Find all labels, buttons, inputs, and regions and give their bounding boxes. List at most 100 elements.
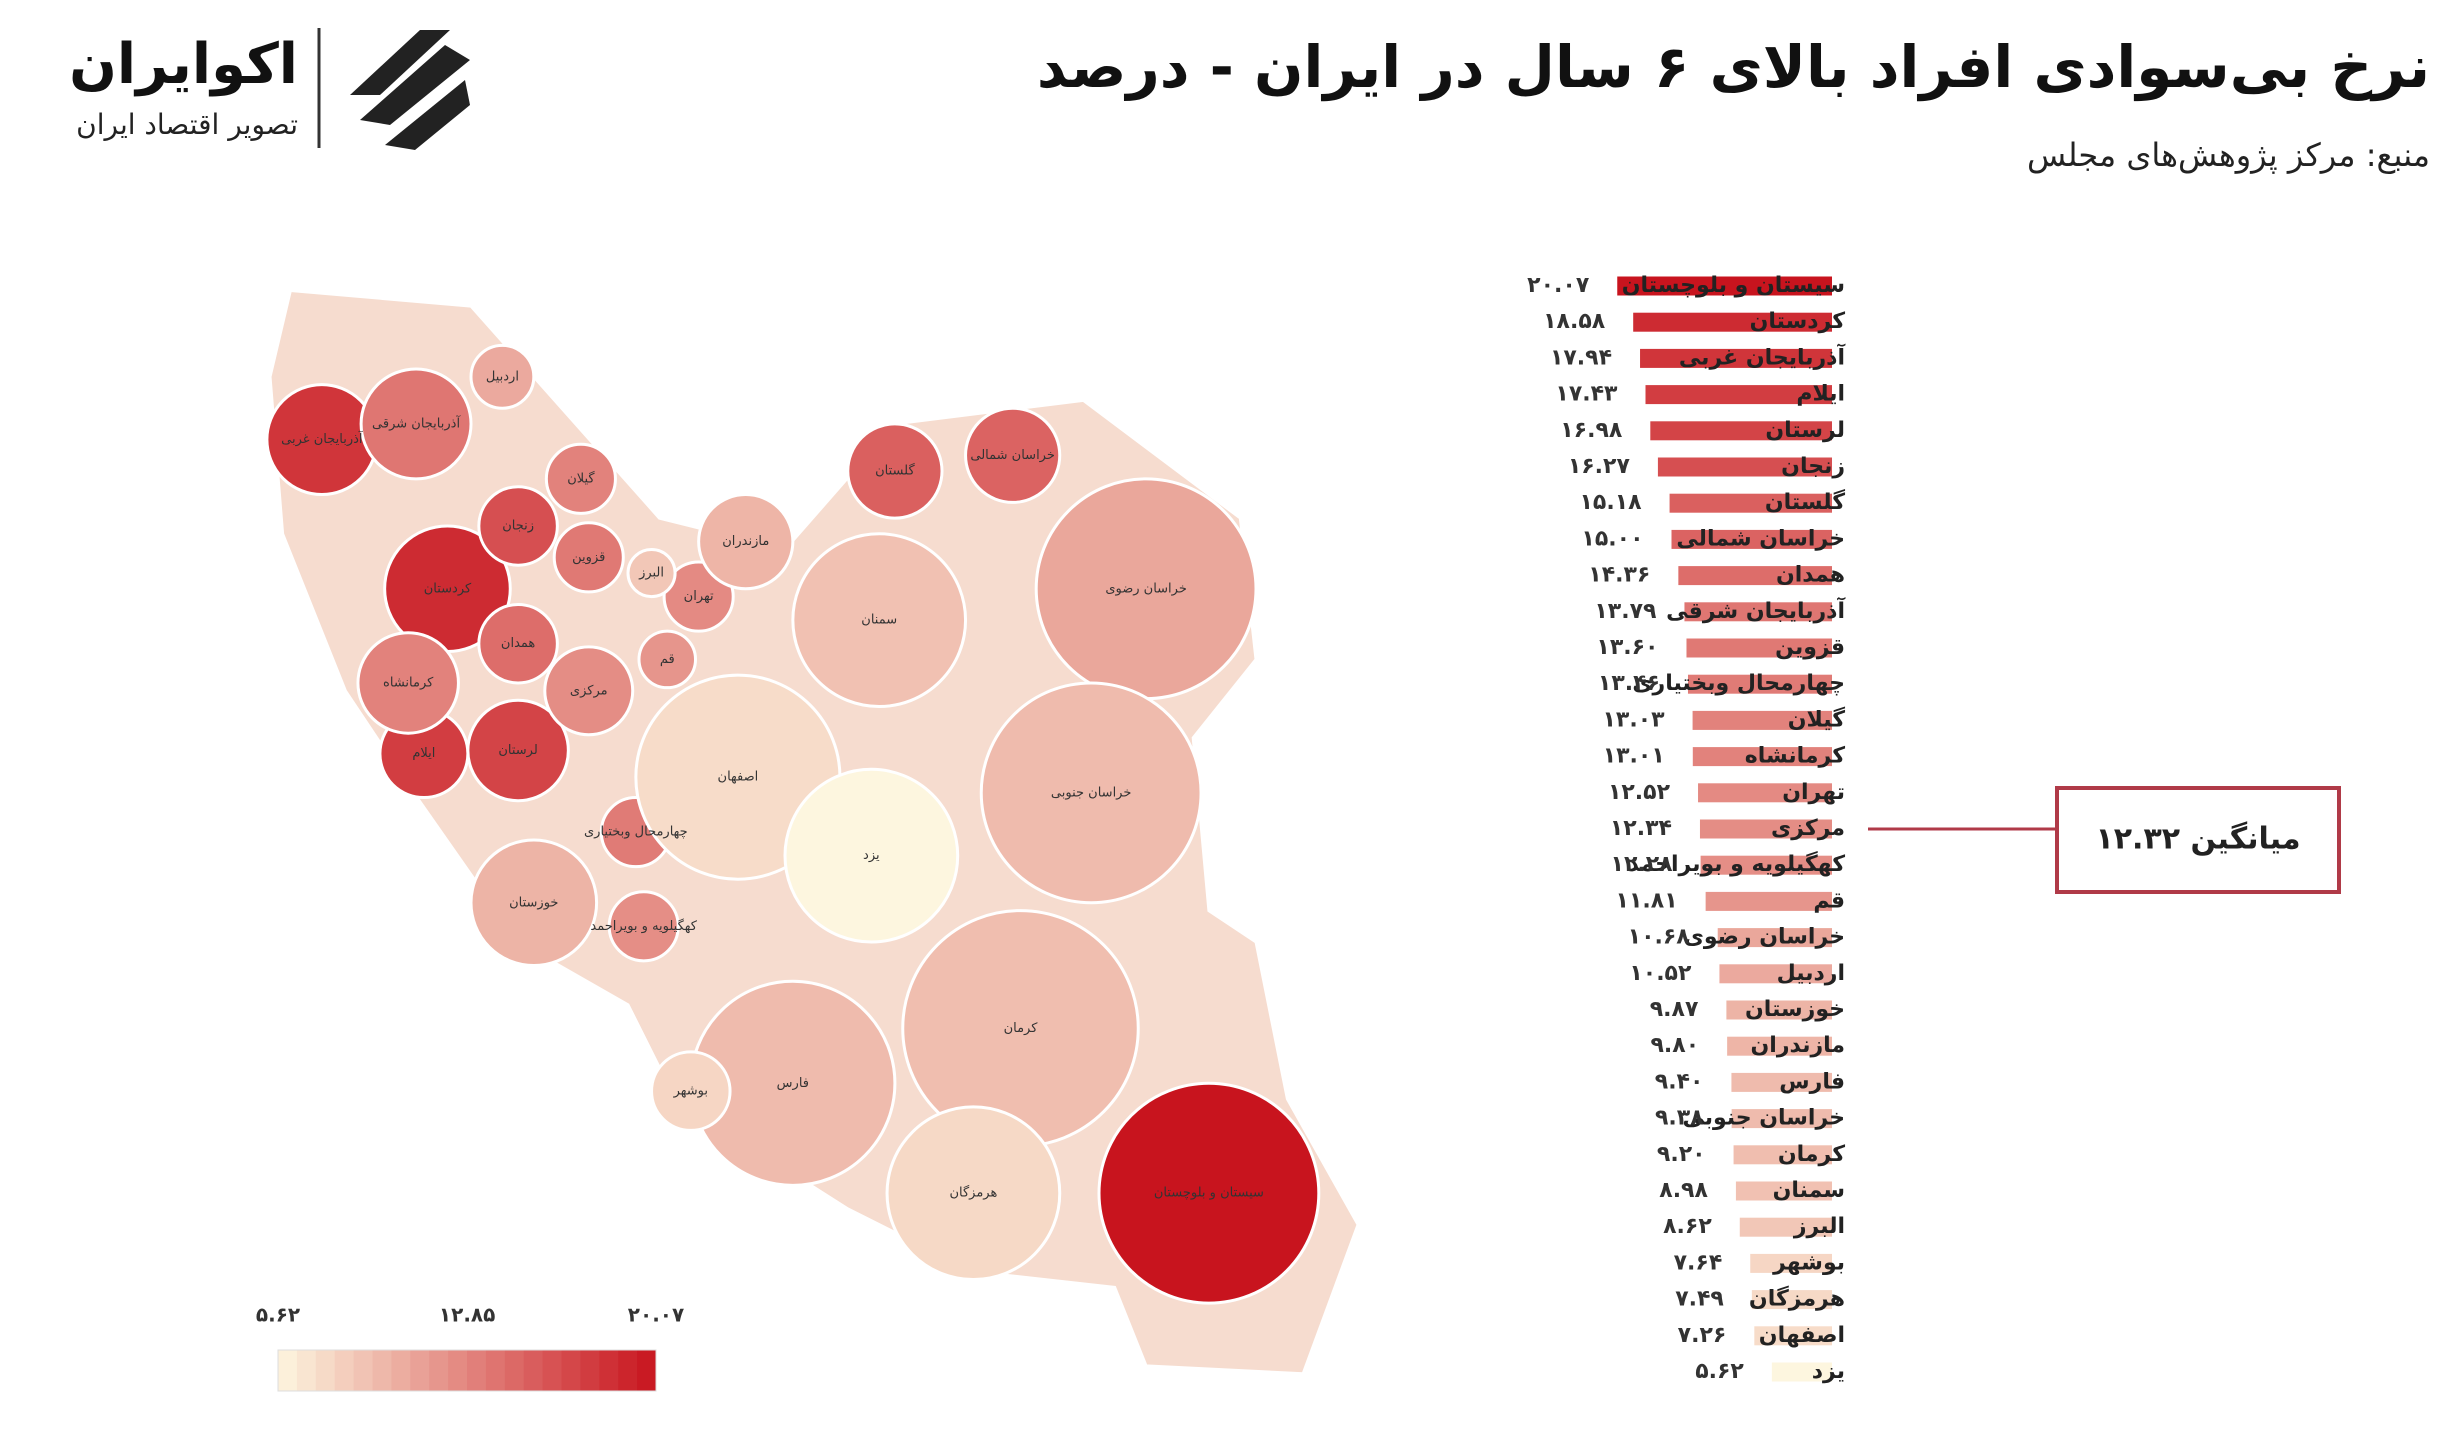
category-label: زنجان xyxy=(1781,454,1845,479)
province-label: کرمانشاه xyxy=(383,675,434,690)
value-label: ۹.۳۸ xyxy=(1655,1106,1704,1131)
province xyxy=(885,1105,1062,1282)
value-label: ۱۲.۵۲ xyxy=(1608,780,1671,805)
province xyxy=(626,548,677,599)
province-label: قزوین xyxy=(572,550,605,565)
value-label: ۱۰.۵۲ xyxy=(1629,961,1692,986)
bar xyxy=(1692,747,1832,767)
value-label: ۱۴.۳۶ xyxy=(1588,563,1650,588)
colorbar-cell xyxy=(599,1350,619,1391)
bar xyxy=(1671,529,1832,549)
province-label: خراسان شمالی xyxy=(970,448,1055,463)
province-label: لرستان xyxy=(498,743,537,758)
value-label: ۱۳.۴۶ xyxy=(1598,671,1660,696)
value-label: ۷.۶۴ xyxy=(1674,1250,1723,1275)
bar xyxy=(1698,783,1832,803)
bar xyxy=(1650,421,1832,441)
average-label: میانگین ۱۲.۳۲ xyxy=(2095,821,2300,857)
province-label: آذربایجان شرقی xyxy=(372,414,461,431)
value-label: ۱۳.۰۳ xyxy=(1603,707,1666,732)
province xyxy=(637,629,698,690)
bar-chart: سیستان و بلوچستان ۲۰.۰۷ کردستان ۱۸.۵۸ آذربای… xyxy=(1527,273,2341,1384)
colorbar-tick-label: ۱۲.۸۵ xyxy=(439,1303,495,1327)
bar xyxy=(1692,710,1832,730)
category-label: ایلام xyxy=(1796,382,1845,407)
bar xyxy=(1731,1072,1832,1092)
province-label: آذربایجان غربی xyxy=(281,430,364,447)
value-label: ۱۷.۹۴ xyxy=(1550,345,1612,370)
province xyxy=(979,681,1203,905)
colorbar-cell xyxy=(637,1350,657,1391)
bar xyxy=(1726,1000,1832,1020)
value-label: ۸.۹۸ xyxy=(1659,1178,1708,1203)
province-label: چهارمحال وبختیاری xyxy=(584,825,688,840)
province-label: زنجان xyxy=(502,518,534,533)
value-label: ۱۵.۱۸ xyxy=(1579,490,1642,515)
province-label: خوزستان xyxy=(509,895,558,910)
bar xyxy=(1771,1362,1832,1382)
value-label: ۱۳.۰۱ xyxy=(1603,744,1665,769)
province xyxy=(466,698,570,803)
average-box xyxy=(2055,786,2341,894)
colorbar-cell xyxy=(467,1350,487,1391)
bar xyxy=(1633,312,1832,332)
value-label: ۹.۸۰ xyxy=(1650,1033,1699,1058)
colorbar-cell xyxy=(410,1350,430,1391)
colorbar-cell xyxy=(353,1350,373,1391)
colorbar-cell xyxy=(485,1350,506,1391)
province-label: کهگیلویه و بویراحمد xyxy=(590,918,697,934)
bar xyxy=(1705,891,1832,911)
colorbar-cell xyxy=(542,1350,562,1391)
province xyxy=(964,406,1062,504)
colorbar-cell xyxy=(372,1350,392,1391)
province-label: کرمان xyxy=(1004,1021,1039,1036)
category-label: قم xyxy=(1813,888,1845,913)
province-label: مازندران xyxy=(722,534,769,549)
bar xyxy=(1754,1326,1832,1346)
category-label: تهران xyxy=(1782,780,1845,805)
province-label: گیلان xyxy=(567,470,595,486)
category-label: آذربایجان غربی xyxy=(1679,342,1846,370)
colorbar-cell xyxy=(523,1350,544,1391)
category-label: گلستان xyxy=(1765,488,1845,515)
category-label: لرستان xyxy=(1765,418,1845,443)
category-label: کرمانشاه xyxy=(1745,744,1845,769)
bar xyxy=(1700,855,1832,875)
category-label: یزد xyxy=(1812,1359,1845,1384)
province xyxy=(650,1050,732,1132)
colorbar-tick-label: ۲۰.۰۷ xyxy=(628,1303,684,1327)
bar xyxy=(1617,276,1832,296)
province xyxy=(783,767,960,944)
colorbar-cell xyxy=(391,1350,411,1391)
province-label: ایلام xyxy=(412,746,435,761)
category-label: کرمان xyxy=(1778,1142,1845,1167)
category-label: چهارمحال وبختیاری xyxy=(1632,671,1845,696)
bar xyxy=(1751,1290,1832,1310)
colorbar-cell xyxy=(561,1350,581,1391)
colorbar-cell xyxy=(334,1350,355,1391)
bar xyxy=(1699,819,1832,839)
category-label: اصفهان xyxy=(1759,1323,1845,1348)
province xyxy=(1097,1081,1321,1305)
category-label: کردستان xyxy=(1750,309,1846,334)
province xyxy=(477,602,559,685)
value-label: ۹.۴۰ xyxy=(1655,1069,1704,1094)
category-label: سیستان و بلوچستان xyxy=(1622,273,1845,298)
province xyxy=(846,422,944,520)
province-label: سیستان و بلوچستان xyxy=(1154,1186,1264,1201)
bar xyxy=(1727,1036,1832,1056)
province-label: اصفهان xyxy=(718,770,759,785)
category-label: بوشهر xyxy=(1772,1250,1845,1275)
province xyxy=(469,838,599,968)
province xyxy=(469,343,536,410)
category-label: سمنان xyxy=(1773,1178,1845,1203)
province xyxy=(543,645,635,737)
province-label: گلستان xyxy=(875,463,915,479)
province-label: البرز xyxy=(638,566,664,581)
province xyxy=(697,493,795,591)
value-label: ۱۶.۲۷ xyxy=(1568,454,1631,479)
colorbar-tick-label: ۵.۶۲ xyxy=(256,1303,300,1327)
logo: اکوایران تصویر اقتصاد ایران xyxy=(69,28,470,150)
colorbar-cell xyxy=(296,1350,317,1391)
bar xyxy=(1739,1217,1832,1237)
